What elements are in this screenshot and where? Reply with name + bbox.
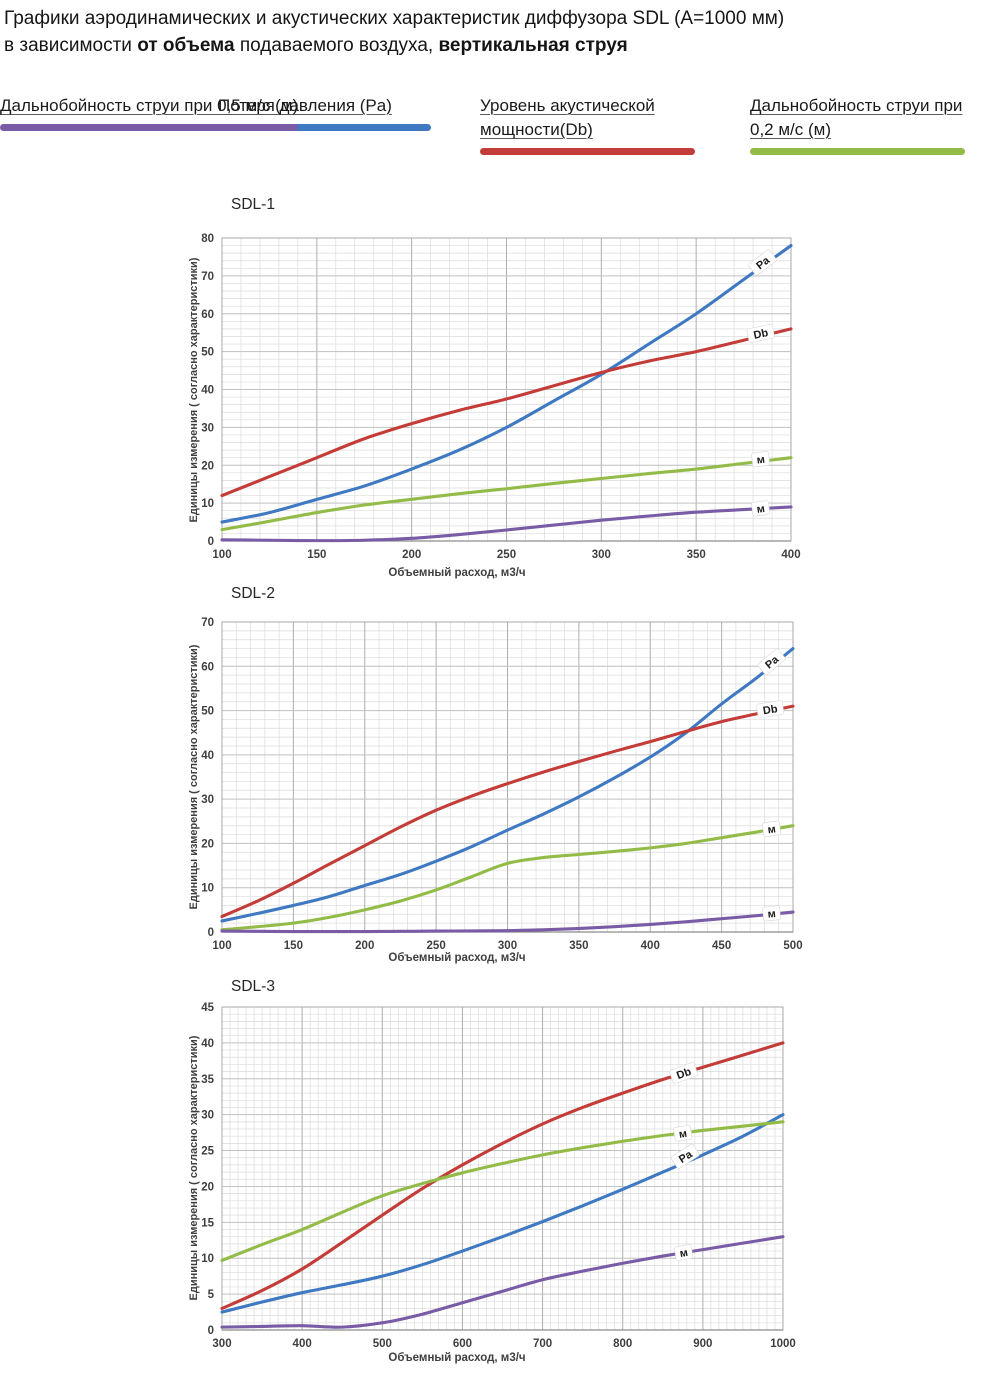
svg-text:400: 400 — [293, 1338, 312, 1350]
x-axis-title-sdl-3: Объемный расход, м3/ч — [388, 1352, 526, 1364]
svg-text:100: 100 — [212, 549, 231, 561]
legend-label: Дальнобойность струи при 0,5 м/с (м) — [0, 96, 299, 115]
page-title-line2: в зависимости от объема подаваемого возд… — [4, 35, 628, 56]
x-axis-title-sdl-1: Объемный расход, м3/ч — [388, 567, 526, 579]
svg-text:200: 200 — [355, 940, 374, 952]
svg-text:60: 60 — [201, 661, 214, 673]
svg-text:м: м — [767, 908, 776, 921]
svg-text:0: 0 — [208, 927, 214, 939]
svg-text:350: 350 — [687, 549, 706, 561]
svg-text:700: 700 — [533, 1338, 552, 1350]
svg-text:80: 80 — [201, 233, 214, 245]
x-axis-title-sdl-2: Объемный расход, м3/ч — [388, 952, 526, 964]
svg-text:Db: Db — [752, 327, 769, 342]
svg-text:50: 50 — [201, 706, 214, 718]
svg-text:Db: Db — [675, 1066, 693, 1082]
chart-title-sdl-3: SDL-3 — [231, 978, 275, 995]
svg-text:м: м — [756, 454, 766, 467]
svg-text:30: 30 — [201, 1110, 214, 1122]
svg-text:40: 40 — [201, 750, 214, 762]
svg-text:20: 20 — [201, 460, 214, 472]
svg-text:200: 200 — [402, 549, 421, 561]
svg-text:450: 450 — [712, 940, 731, 952]
svg-text:0: 0 — [208, 1325, 214, 1337]
legend-color-bar-green — [750, 148, 965, 155]
svg-text:70: 70 — [201, 617, 214, 629]
series-label-м: м — [751, 451, 771, 468]
legend-label: Уровень акустической мощности(Db) — [480, 96, 655, 139]
svg-text:20: 20 — [201, 1181, 214, 1193]
svg-text:м: м — [756, 503, 766, 516]
series-label-Pa: Pa — [757, 648, 786, 676]
svg-text:300: 300 — [592, 549, 611, 561]
chart-SDL-3: 0 5 10 15 20 25 30 35 40 45 300 400 500 600 700 800 900 1… — [201, 1002, 796, 1350]
svg-text:30: 30 — [201, 422, 214, 434]
svg-text:35: 35 — [201, 1074, 214, 1086]
svg-text:40: 40 — [201, 385, 214, 397]
svg-text:45: 45 — [201, 1002, 214, 1014]
svg-text:50: 50 — [201, 347, 214, 359]
legend-label: Потеря давления (Pa) — [218, 96, 392, 115]
chart-title-sdl-1: SDL-1 — [231, 196, 275, 213]
chart-title-sdl-2: SDL-2 — [231, 585, 275, 602]
svg-text:500: 500 — [373, 1338, 392, 1350]
svg-text:600: 600 — [453, 1338, 472, 1350]
svg-text:Db: Db — [762, 703, 779, 717]
svg-text:10: 10 — [201, 1253, 214, 1265]
svg-text:0: 0 — [208, 536, 214, 548]
series-label-м: м — [674, 1244, 694, 1261]
page-title: Графики аэродинамических и акустических … — [4, 5, 784, 59]
legend-item-sound-power: Уровень акустической мощности(Db) — [480, 94, 722, 155]
legend-color-bar-red — [480, 148, 695, 155]
svg-text:100: 100 — [212, 940, 231, 952]
series-label-м: м — [751, 500, 771, 517]
svg-text:10: 10 — [201, 498, 214, 510]
chart-SDL-2: 0 10 20 30 40 50 60 70 100 150 200 250 300 350 400 450 5… — [201, 617, 802, 952]
svg-text:60: 60 — [201, 309, 214, 321]
svg-text:70: 70 — [201, 271, 214, 283]
series-label-м: м — [762, 905, 781, 922]
legend-label: Дальнобойность струи при 0,2 м/с (м) — [750, 96, 963, 139]
svg-text:500: 500 — [783, 940, 802, 952]
svg-text:м: м — [678, 1128, 688, 1141]
svg-text:м: м — [679, 1247, 689, 1260]
legend-color-bar-purple — [0, 124, 299, 131]
svg-text:300: 300 — [498, 940, 517, 952]
svg-text:1000: 1000 — [770, 1338, 796, 1350]
svg-text:800: 800 — [613, 1338, 632, 1350]
svg-text:900: 900 — [693, 1338, 712, 1350]
svg-text:350: 350 — [569, 940, 588, 952]
svg-text:300: 300 — [212, 1338, 231, 1350]
svg-text:40: 40 — [201, 1038, 214, 1050]
svg-text:150: 150 — [284, 940, 303, 952]
svg-text:20: 20 — [201, 838, 214, 850]
series-label-м: м — [673, 1125, 693, 1142]
svg-text:30: 30 — [201, 794, 214, 806]
svg-text:10: 10 — [201, 883, 214, 895]
legend-color-bar-blue — [218, 124, 431, 131]
svg-text:400: 400 — [781, 549, 800, 561]
svg-text:250: 250 — [497, 549, 516, 561]
svg-text:15: 15 — [201, 1217, 214, 1229]
svg-text:150: 150 — [307, 549, 326, 561]
legend-item-jet-range-02: Дальнобойность струи при 0,2 м/с (м) — [750, 94, 982, 155]
series-label-Db: Db — [746, 323, 775, 343]
svg-text:400: 400 — [641, 940, 660, 952]
svg-text:м: м — [767, 823, 777, 836]
series-label-Db: Db — [756, 700, 785, 719]
series-label-м: м — [762, 820, 782, 837]
legend-item-pressure-loss: Потеря давления (Pa) — [218, 94, 458, 131]
series-label-Pa: Pa — [670, 1143, 700, 1169]
svg-text:5: 5 — [208, 1289, 215, 1301]
svg-text:250: 250 — [427, 940, 446, 952]
page-title-line1: Графики аэродинамических и акустических … — [4, 8, 785, 29]
series-label-Db: Db — [669, 1062, 698, 1084]
svg-text:25: 25 — [201, 1146, 214, 1158]
legend-item-jet-range-05: Дальнобойность струи при 0,5 м/с (м) — [0, 94, 299, 131]
